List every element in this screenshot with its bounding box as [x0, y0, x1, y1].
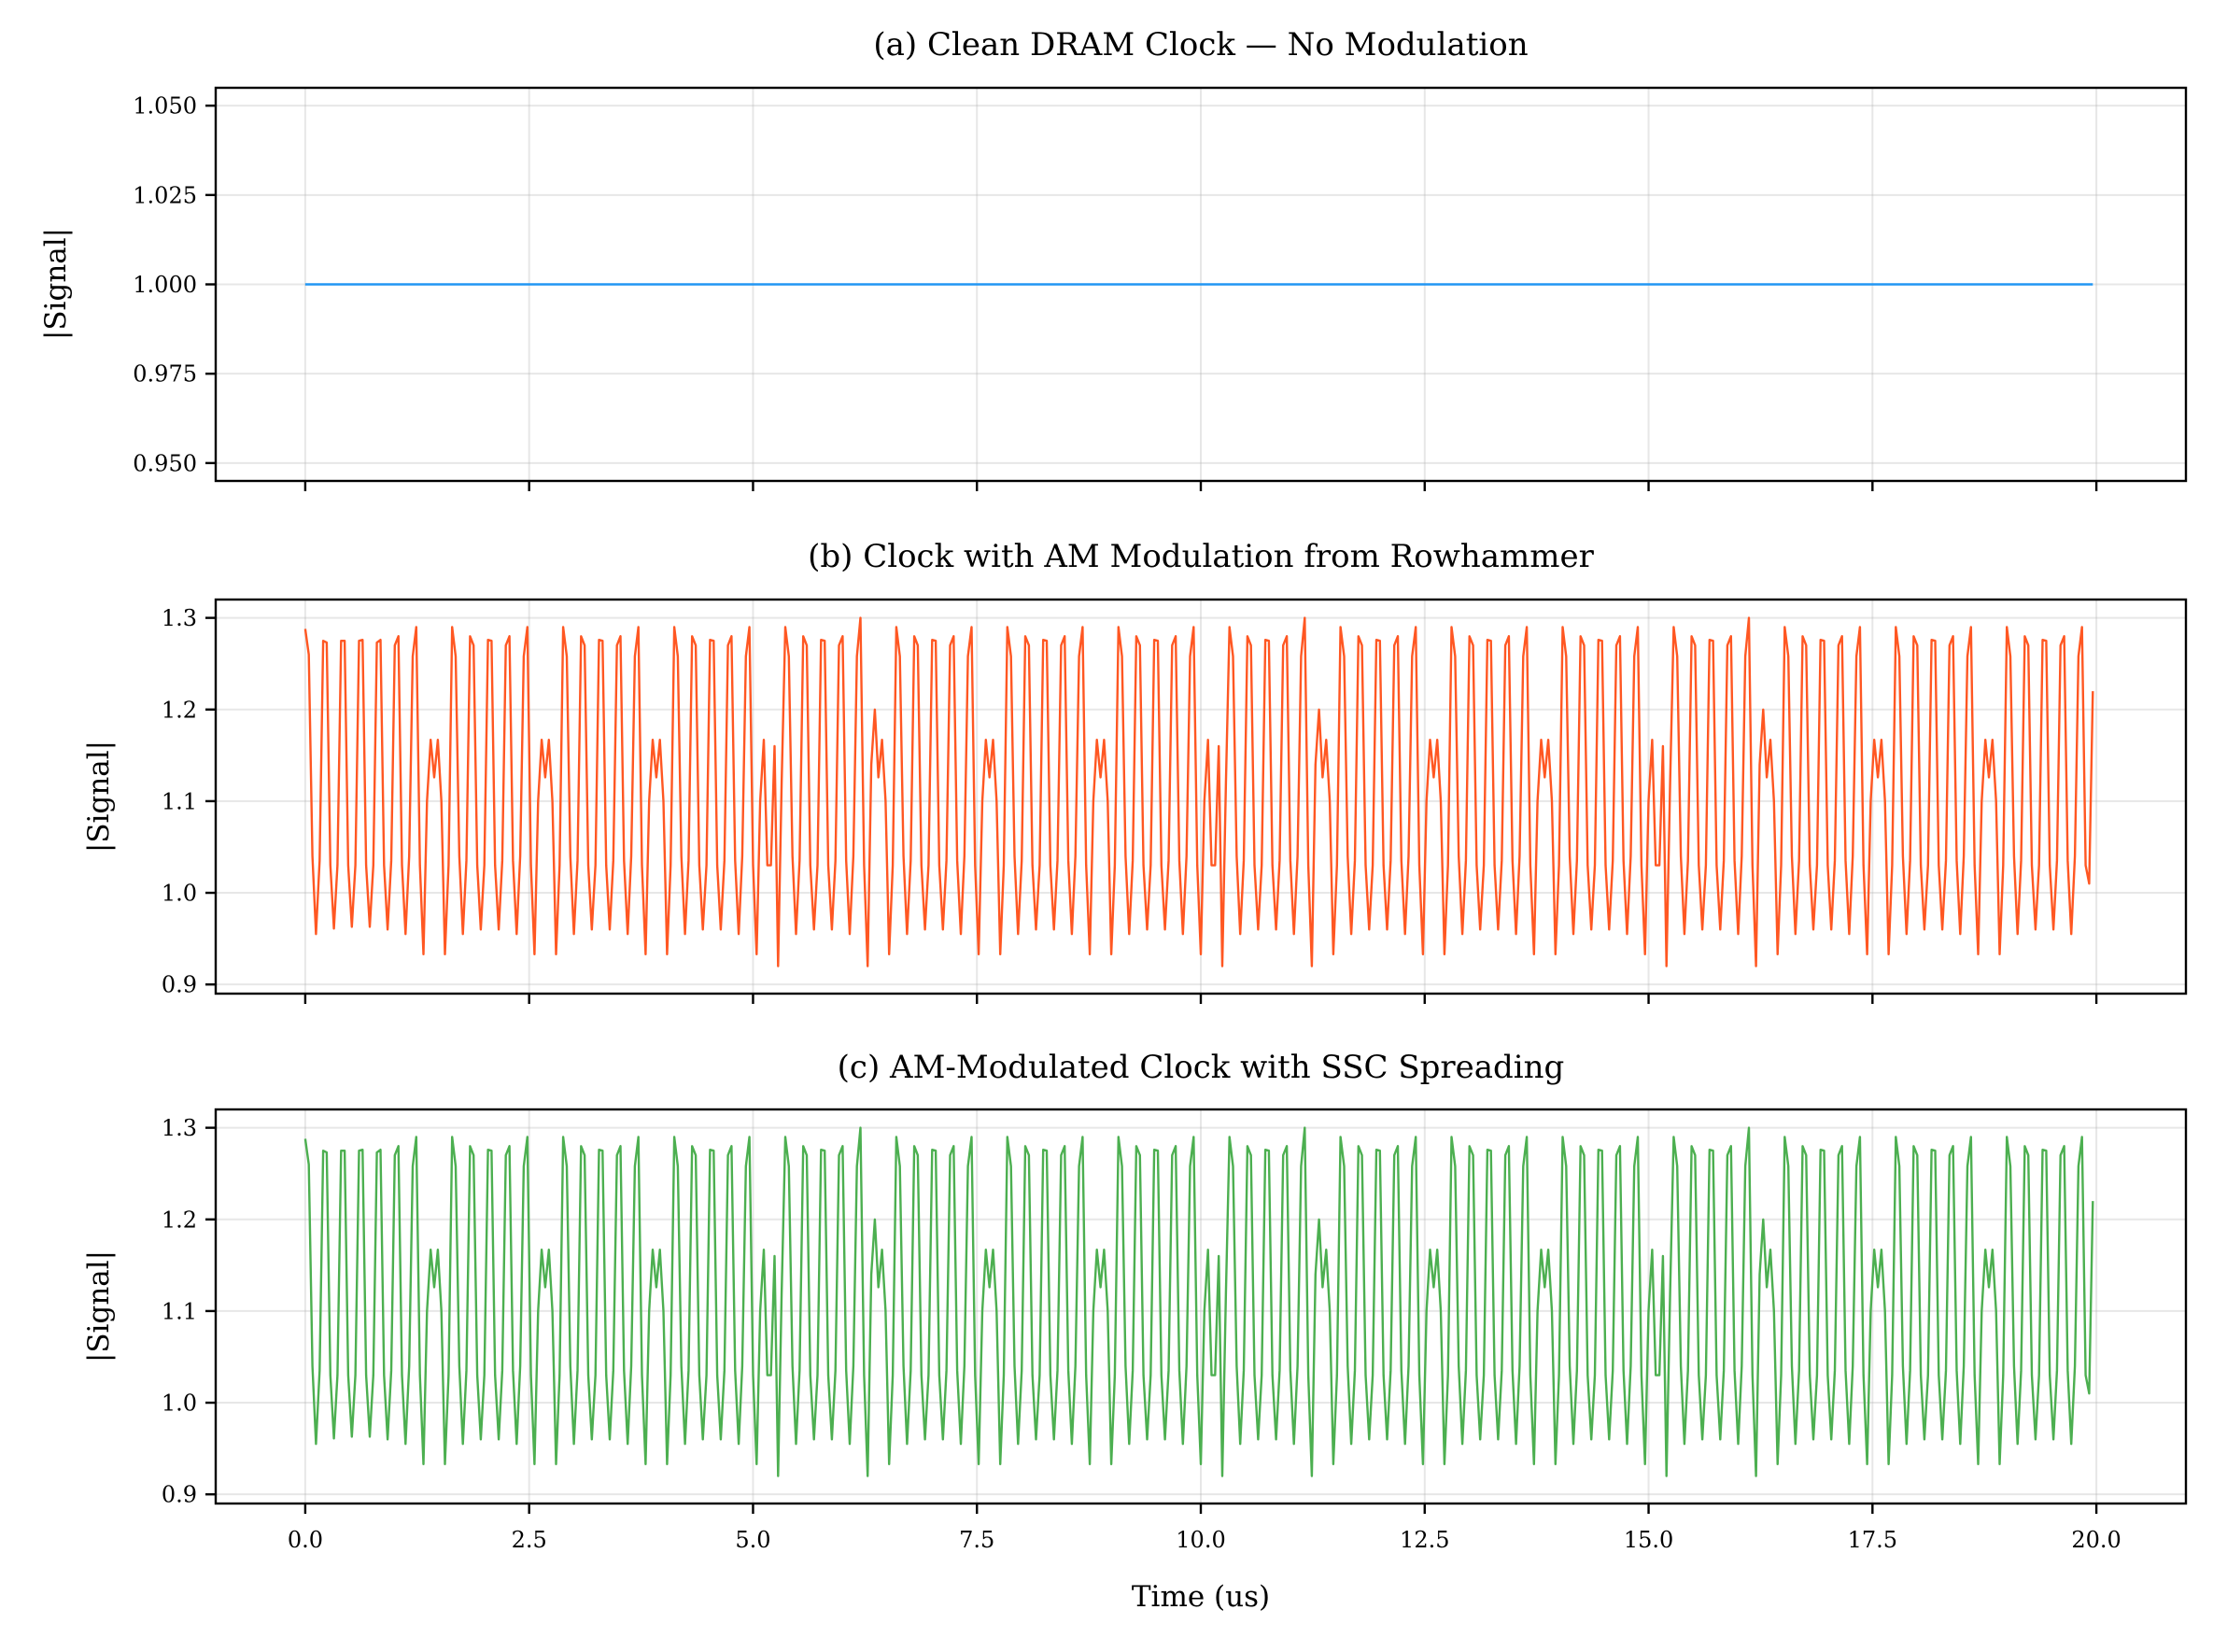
panel-c-xtick-label: 2.5 — [512, 1527, 547, 1553]
panel-c-xtick-label: 12.5 — [1400, 1527, 1449, 1553]
panel-b-series-line — [303, 616, 2094, 967]
panel-c-ytick-label: 1.2 — [162, 1207, 197, 1233]
panel-b-ytick-label: 1.0 — [162, 881, 197, 907]
panel-a-ytick-label: 1.050 — [133, 93, 197, 120]
panel-a-ylabel: |Signal| — [39, 227, 73, 341]
panel-c-ytick-label: 1.3 — [162, 1115, 197, 1141]
panel-a-ytick-label: 1.025 — [133, 182, 197, 208]
panel-c-ytick-label: 1.1 — [162, 1298, 197, 1324]
panel-b-ytick-label: 1.2 — [162, 697, 197, 723]
panel-c-xtick-label: 20.0 — [2071, 1527, 2121, 1553]
panel-c-series-line — [303, 1126, 2094, 1477]
panel-c-xtick-label: 15.0 — [1624, 1527, 1673, 1553]
panel-c-ytick-label: 1.0 — [162, 1391, 197, 1417]
panel-a-ytick-label: 0.975 — [133, 361, 197, 388]
panel-a-ytick-label: 1.000 — [133, 272, 197, 298]
panel-c-title: (c) AM-Modulated Clock with SSC Spreadin… — [837, 1049, 1565, 1086]
x-axis-label: Time (us) — [1131, 1580, 1271, 1614]
panel-b-ylabel: |Signal| — [82, 740, 116, 854]
panel-b-ytick-label: 0.9 — [162, 972, 197, 998]
panel-c-xtick-label: 17.5 — [1848, 1527, 1897, 1553]
panel-c-ytick-label: 0.9 — [162, 1482, 197, 1508]
panel-c-ylabel: |Signal| — [82, 1250, 116, 1363]
panel-c-xtick-label: 7.5 — [959, 1527, 994, 1553]
panel-b-ytick-label: 1.1 — [162, 788, 197, 814]
panel-c-xtick-label: 10.0 — [1176, 1527, 1225, 1553]
panel-b-title: (b) Clock with AM Modulation from Rowham… — [808, 538, 1594, 575]
panel-b-ytick-label: 1.3 — [162, 605, 197, 631]
panel-a-title: (a) Clean DRAM Clock — No Modulation — [873, 26, 1529, 64]
panel-c-xtick-label: 5.0 — [735, 1527, 770, 1553]
panel-c-xtick-label: 0.0 — [288, 1527, 323, 1553]
panel-a-ytick-label: 0.950 — [133, 450, 197, 476]
